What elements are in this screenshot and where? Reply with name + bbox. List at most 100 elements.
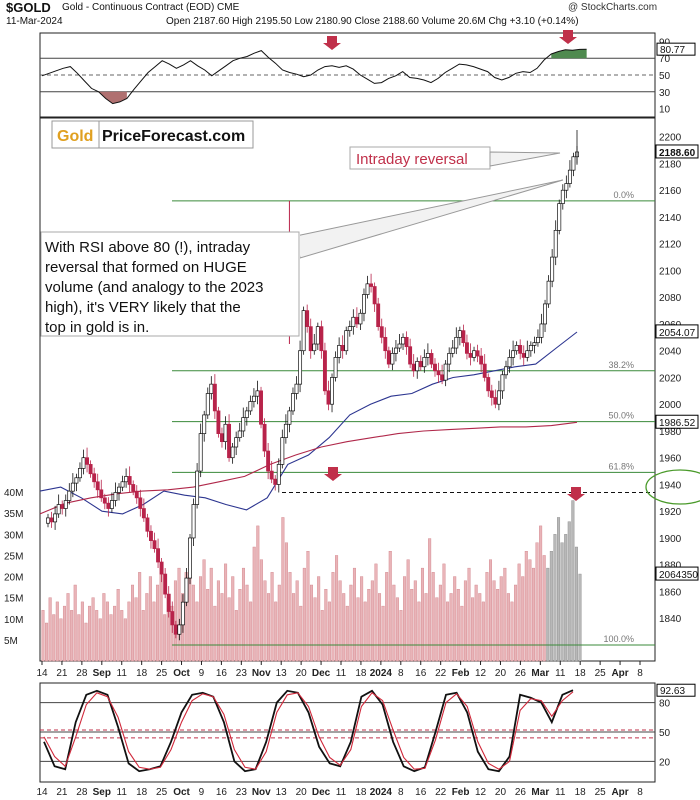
candle-body (408, 346, 413, 365)
candle-body (298, 350, 303, 385)
volume-bar (84, 622, 88, 662)
candle-body (259, 390, 263, 425)
volume-bar (177, 567, 181, 662)
candle-body (401, 336, 405, 345)
volume-tick-label: 20M (4, 573, 23, 584)
volume-bar (435, 597, 439, 662)
candle-body (379, 326, 384, 338)
candle-body (543, 303, 547, 325)
fib-level-label: 0.0% (613, 190, 634, 200)
candle-body (195, 470, 200, 505)
volume-bar (514, 584, 518, 662)
candle-body (237, 430, 242, 438)
candle-body (209, 383, 214, 394)
volume-bar (567, 521, 571, 662)
candle-body (390, 353, 395, 365)
stoch-xtick-label: 13 (276, 787, 288, 798)
price-tick-label: 1960 (659, 454, 682, 465)
candle-body (482, 363, 487, 378)
volume-bar (138, 572, 142, 662)
volume-bar (299, 605, 303, 662)
candle-body (333, 357, 338, 378)
candle-body (344, 330, 349, 352)
stoch-xtick-label: Apr (611, 787, 628, 798)
intraday-text: Intraday reversal (356, 151, 468, 168)
volume-bar (141, 610, 145, 662)
candle-body (152, 540, 157, 550)
candle-body (212, 383, 217, 412)
volume-bar (428, 538, 432, 662)
stoch-xtick-label: 25 (156, 787, 168, 798)
stoch-xtick-label: 11 (336, 787, 347, 798)
candle-body (365, 283, 370, 295)
volume-bar (263, 580, 267, 662)
candle-body (63, 500, 68, 509)
stoch-xtick-label: 18 (575, 787, 587, 798)
volume-bar (70, 610, 74, 662)
stoch-xtick-label: 8 (398, 787, 404, 798)
candle-body (429, 353, 434, 365)
candle-body (447, 353, 452, 365)
candle-body (262, 423, 267, 452)
volume-bar (381, 605, 385, 662)
candle-body (99, 489, 104, 499)
price-xtick-label: Mar (531, 668, 549, 679)
candle-body (315, 326, 320, 345)
candle-body (156, 548, 161, 563)
volume-bar (499, 576, 503, 662)
price-tick-label: 1860 (659, 587, 682, 598)
volume-bar (62, 605, 66, 662)
volume-bar (245, 584, 249, 662)
volume-bar (267, 593, 271, 662)
candle-body (117, 486, 121, 493)
chart-symbol: $GOLD (6, 0, 51, 15)
stoch-xtick-label: 21 (56, 787, 68, 798)
price-tick-label: 2080 (659, 293, 682, 304)
price-tick-label: 1900 (659, 534, 682, 545)
volume-bar (320, 610, 324, 662)
candle-body (198, 433, 203, 472)
volume-bar (77, 614, 81, 662)
volume-bar (360, 576, 364, 662)
price-xtick-label: 18 (136, 668, 148, 679)
candle-body (95, 481, 100, 491)
candle-body (461, 330, 466, 344)
price-tick-label: 1880 (659, 561, 682, 572)
candle-body (496, 390, 501, 405)
candle-body (81, 457, 86, 469)
volume-bar (116, 589, 120, 662)
candle-body (60, 504, 65, 509)
volume-tick-label: 5M (4, 636, 18, 647)
candle-body (550, 256, 555, 282)
candle-body (468, 353, 473, 358)
candle-body (354, 316, 359, 325)
volume-bar (213, 605, 217, 662)
volume-bar (152, 601, 156, 662)
volume-bar (345, 605, 349, 662)
candle-body (322, 350, 327, 392)
candle-body (511, 350, 516, 358)
candle-body (230, 446, 235, 459)
price-xtick-label: 18 (355, 668, 367, 679)
volume-bar (231, 576, 235, 662)
volume-bar (456, 589, 460, 662)
volume-bar (148, 576, 152, 662)
volume-bar (102, 593, 106, 662)
price-tick-label: 2100 (659, 266, 682, 277)
candle-body (70, 482, 75, 492)
candle-body (500, 374, 505, 392)
price-xtick-label: 11 (336, 668, 347, 679)
volume-bar (524, 551, 528, 662)
volume-bar (374, 563, 378, 662)
volume-bar (338, 580, 342, 662)
candle-body (138, 497, 143, 509)
volume-bar (206, 589, 210, 662)
candle-body (553, 229, 558, 258)
volume-bar (335, 555, 339, 662)
fib-level-label: 50.0% (608, 411, 634, 421)
candle-body (53, 513, 58, 523)
candle-body (393, 347, 398, 354)
volume-bar (317, 576, 321, 662)
price-xtick-label: 25 (595, 668, 607, 679)
volume-bar (413, 580, 417, 662)
